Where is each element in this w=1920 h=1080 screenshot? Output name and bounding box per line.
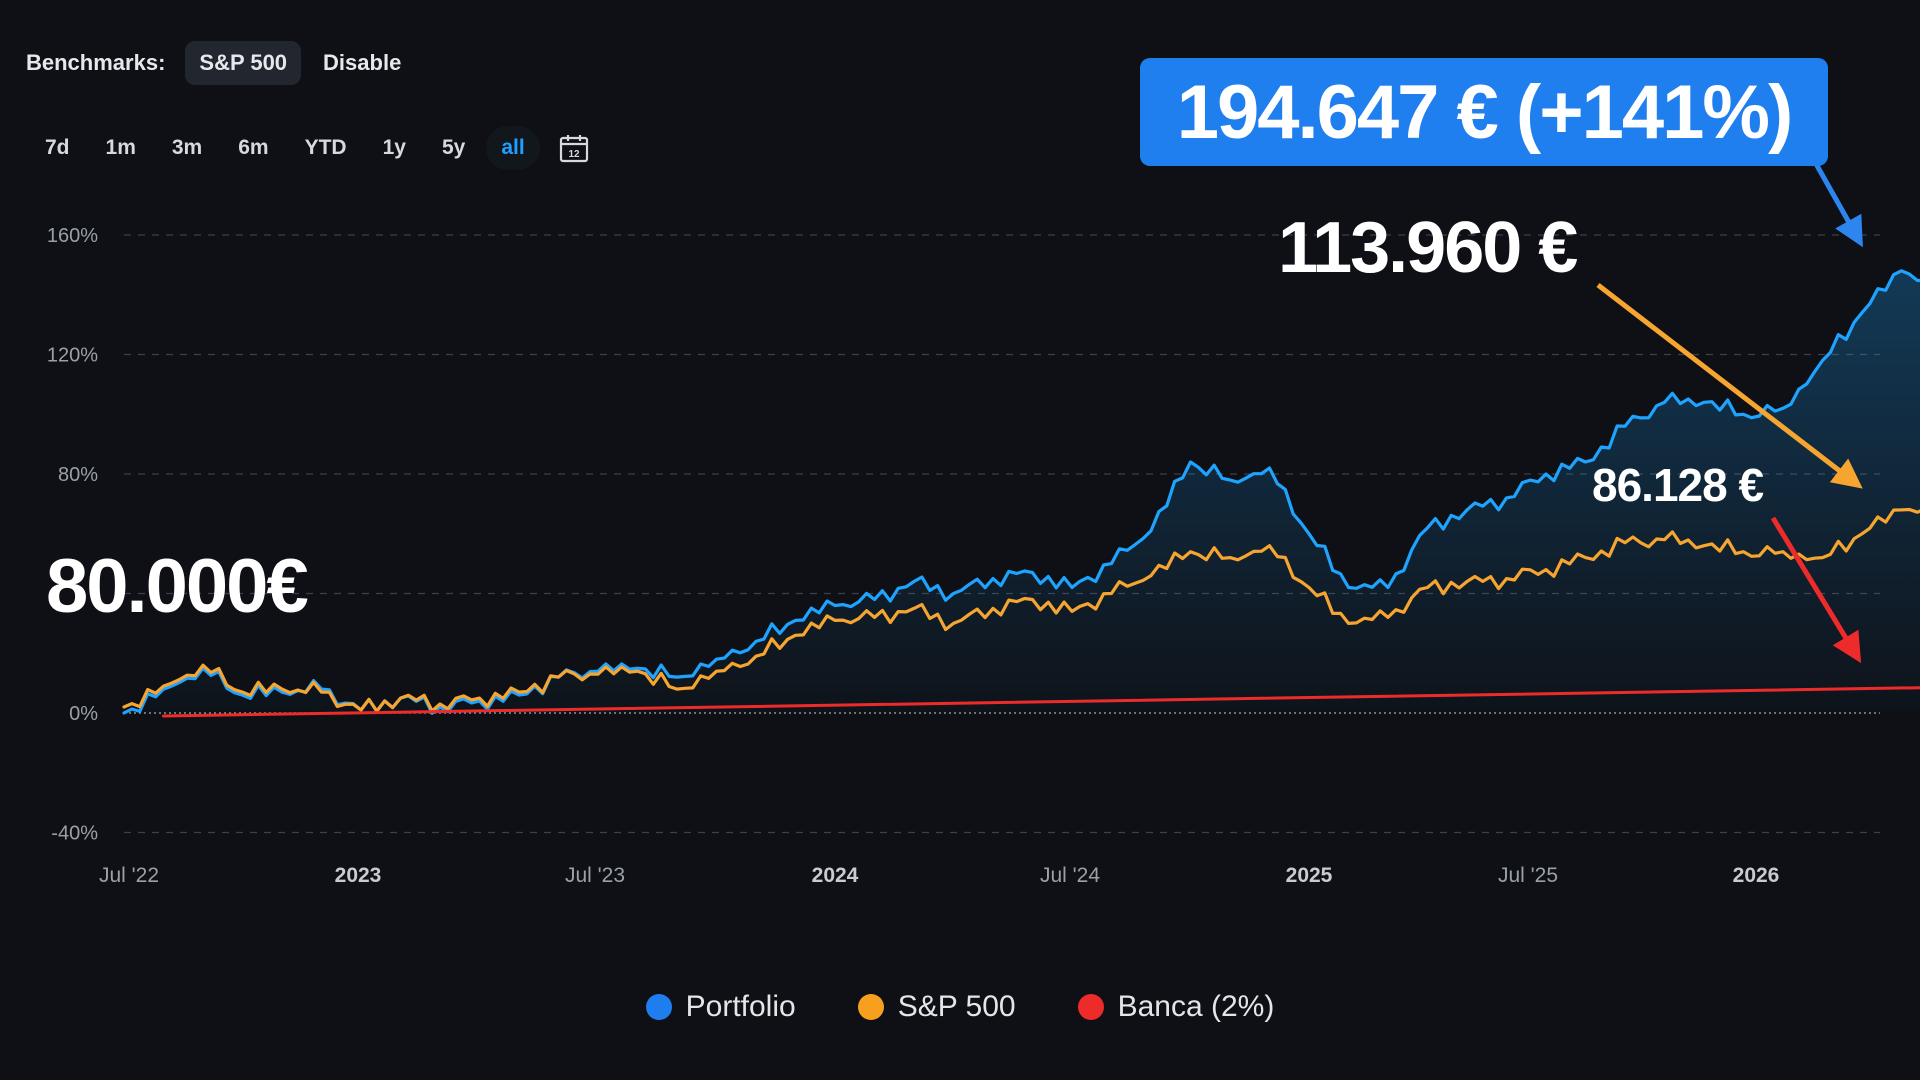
chart-legend: Portfolio S&P 500 Banca (2%) <box>0 990 1920 1024</box>
y-tick-label: 160% <box>47 225 98 247</box>
y-tick-label: 80% <box>58 464 98 486</box>
legend-label-portfolio: Portfolio <box>685 990 796 1023</box>
x-tick-label: 2024 <box>812 864 859 887</box>
range-5y-button[interactable]: 5y <box>441 136 466 159</box>
range-all-button[interactable]: all <box>486 126 540 170</box>
series-line-s-p-500 <box>122 507 1920 713</box>
legend-dot-bank <box>1077 994 1104 1020</box>
legend-label-sp500: S&P 500 <box>897 990 1016 1023</box>
range-7d-button[interactable]: 7d <box>45 136 70 159</box>
legend-item-bank[interactable]: Banca (2%) <box>1077 990 1275 1024</box>
benchmark-disable-chip[interactable]: Disable <box>323 50 402 75</box>
series-line-banca-2 <box>162 686 1920 718</box>
bank-arrow <box>1770 516 1862 664</box>
legend-item-sp500[interactable]: S&P 500 <box>857 990 1016 1024</box>
benchmark-sp500-chip[interactable]: S&P 500 <box>185 41 302 85</box>
legend-dot-portfolio <box>645 994 672 1020</box>
legend-item-portfolio[interactable]: Portfolio <box>645 990 796 1024</box>
x-tick-label: Jul '24 <box>1040 864 1100 887</box>
start-value-label: 80.000€ <box>46 544 309 629</box>
bank-value-label: 86.128 € <box>1592 459 1764 511</box>
portfolio-area-fill <box>124 270 1920 714</box>
series-layer <box>122 269 1920 718</box>
range-3m-button[interactable]: 3m <box>171 136 203 159</box>
range-6m-button[interactable]: 6m <box>238 136 269 159</box>
y-axis: 160% 120% 80% 0% -40% <box>47 225 98 845</box>
annotation-arrows <box>1596 160 1863 664</box>
y-tick-label: -40% <box>51 823 98 845</box>
range-1y-button[interactable]: 1y <box>382 136 406 159</box>
benchmarks-row: Benchmarks: S&P 500 Disable <box>26 40 415 86</box>
y-tick-label: 0% <box>69 703 98 725</box>
calendar-button[interactable]: 12 <box>556 130 592 166</box>
sp500-arrow <box>1596 283 1863 489</box>
x-tick-label: 2023 <box>335 864 382 887</box>
x-axis: Jul '22 2023 Jul '23 2024 Jul '24 2025 Jul '25… <box>99 864 1779 887</box>
benchmarks-label: Benchmarks: <box>26 50 166 75</box>
x-tick-label: Jul '22 <box>99 864 159 887</box>
x-tick-label: Jul '25 <box>1498 864 1558 887</box>
x-tick-label: Jul '23 <box>565 864 625 887</box>
sp500-value-label: 113.960 € <box>1278 208 1578 288</box>
calendar-icon: 12 <box>559 135 588 163</box>
range-ytd-button[interactable]: YTD <box>304 136 347 159</box>
legend-dot-sp500 <box>857 994 884 1020</box>
calendar-day: 12 <box>568 149 580 160</box>
legend-label-bank: Banca (2%) <box>1117 990 1275 1023</box>
portfolio-value-text: 194.647 € (+141%) <box>1176 69 1794 155</box>
y-tick-label: 120% <box>47 345 98 367</box>
x-tick-label: 2026 <box>1733 864 1780 887</box>
range-1m-button[interactable]: 1m <box>105 136 136 159</box>
portfolio-value-callout: 194.647 € (+141%) <box>1140 58 1828 166</box>
x-tick-label: 2025 <box>1286 864 1333 887</box>
range-selector: 7d 1m 3m 6m YTD 1y 5y all 12 <box>30 125 592 171</box>
portfolio-arrow <box>1812 160 1863 248</box>
